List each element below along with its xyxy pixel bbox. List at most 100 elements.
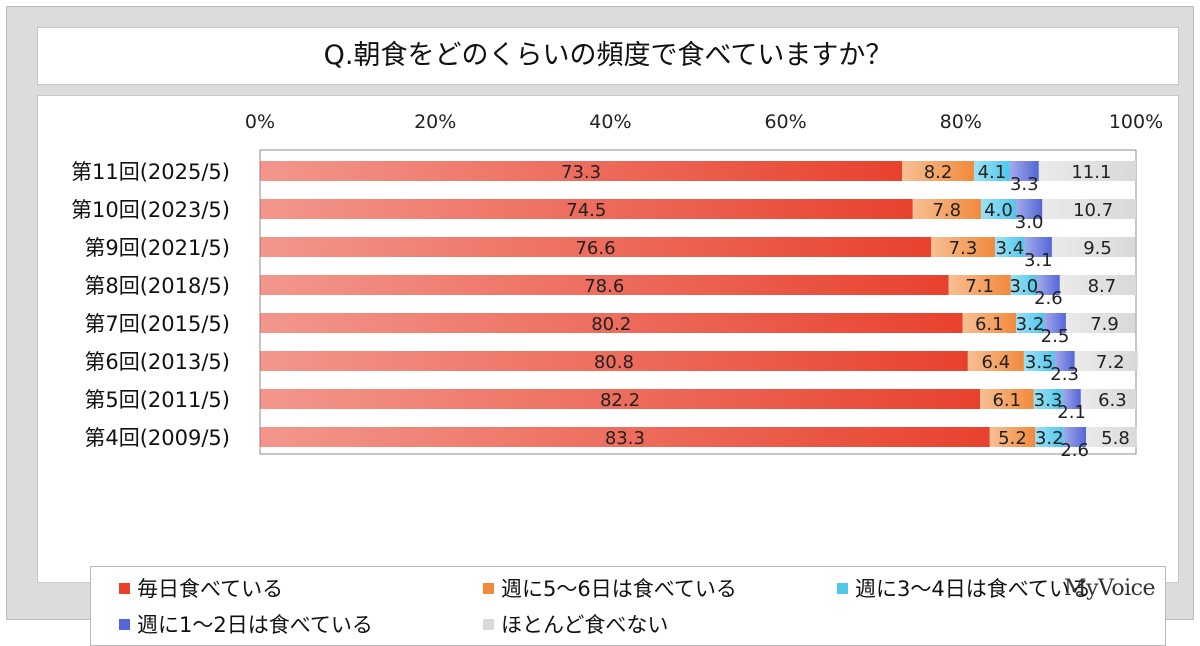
data-label: 7.1: [965, 276, 994, 297]
legend-item: 週に1～2日は食べている: [119, 611, 373, 639]
data-label: 8.7: [1088, 276, 1117, 297]
bar-segment: [260, 427, 990, 447]
data-label: 2.3: [1050, 364, 1079, 385]
data-label: 3.2: [1035, 428, 1064, 449]
chart-frame: Q.朝食をどのくらいの頻度で食べていますか？ 0% 20% 40% 60% 80% 100…: [6, 6, 1194, 646]
bar-segment: [989, 427, 1036, 447]
category-label: 第4回(2009/5): [84, 426, 230, 450]
bar-segment: [948, 275, 1011, 295]
data-label: 3.0: [1015, 212, 1044, 233]
bar-segment: [1015, 199, 1043, 219]
bar-segment: [260, 313, 963, 333]
category-label: 第8回(2018/5): [84, 274, 230, 298]
bar-segment: [1063, 427, 1087, 447]
legend-item: 週に3～4日は食べている: [837, 575, 1091, 603]
bar-segment: [1086, 427, 1137, 447]
data-label: 3.2: [1016, 314, 1045, 335]
bar-segment: [1035, 427, 1064, 447]
brand-logo: MyVoice: [1064, 576, 1155, 601]
plot-border: [259, 149, 1137, 455]
data-label: 82.2: [600, 390, 640, 411]
data-label: 7.3: [949, 238, 978, 259]
bar-segment: [1024, 237, 1052, 257]
data-label: 7.2: [1096, 352, 1125, 373]
data-label: 5.8: [1101, 428, 1130, 449]
data-label: 2.1: [1057, 402, 1086, 423]
data-label: 74.5: [566, 200, 606, 221]
category-label: 第7回(2015/5): [84, 312, 230, 336]
x-tick-label: 80%: [940, 111, 982, 133]
category-label: 第5回(2011/5): [84, 388, 230, 412]
bar-segment: [1080, 389, 1136, 409]
data-label: 7.9: [1090, 314, 1119, 335]
legend-label: 毎日食べている: [137, 577, 284, 601]
bar-segment: [1054, 351, 1075, 371]
bar-segment: [1015, 313, 1045, 333]
data-label: 3.1: [1024, 250, 1053, 271]
data-label: 76.6: [575, 238, 615, 259]
data-label: 4.1: [978, 162, 1007, 183]
bar-segment: [912, 199, 981, 219]
bar-segment: [973, 161, 1010, 181]
bar-segment: [260, 199, 913, 219]
bar-segment: [980, 199, 1016, 219]
data-label: 2.6: [1060, 440, 1089, 461]
category-label: 第11回(2025/5): [71, 160, 230, 184]
data-label: 2.5: [1041, 326, 1070, 347]
bar-segment: [1023, 351, 1055, 371]
legend-label: 週に1～2日は食べている: [137, 613, 373, 637]
data-label: 5.2: [998, 428, 1027, 449]
bar-segment: [902, 161, 974, 181]
data-label: 6.4: [982, 352, 1011, 373]
data-label: 3.3: [1010, 174, 1039, 195]
bar-segment: [260, 351, 968, 371]
legend-swatch: [119, 582, 130, 594]
legend-swatch: [119, 618, 130, 630]
data-label: 9.5: [1083, 238, 1112, 259]
legend-swatch: [837, 582, 848, 594]
legend-swatch: [483, 618, 494, 630]
data-label: 80.2: [591, 314, 631, 335]
data-label: 3.3: [1034, 390, 1063, 411]
data-label: 73.3: [561, 162, 601, 183]
legend-item: 週に5～6日は食べている: [483, 575, 737, 603]
legend-label: ほとんど食べない: [501, 613, 669, 637]
bar-segment: [260, 237, 932, 257]
data-label: 11.1: [1071, 162, 1111, 183]
data-label: 83.3: [605, 428, 645, 449]
x-tick-label: 20%: [414, 111, 456, 133]
bar-segment: [1038, 161, 1136, 181]
title-box: Q.朝食をどのくらいの頻度で食べていますか？: [37, 27, 1179, 85]
data-label: 3.4: [996, 238, 1025, 259]
x-tick-label: 40%: [589, 111, 631, 133]
data-label: 2.6: [1034, 288, 1063, 309]
data-label: 80.8: [594, 352, 634, 373]
data-label: 7.8: [932, 200, 961, 221]
bar-segment: [980, 389, 1034, 409]
bar-segment: [260, 389, 981, 409]
bar-segment: [1010, 275, 1038, 295]
data-label: 3.5: [1025, 352, 1054, 373]
bar-segment: [1037, 275, 1060, 295]
category-label: 第6回(2013/5): [84, 350, 230, 374]
data-label: 78.6: [584, 276, 624, 297]
bar-segment: [1065, 313, 1136, 333]
x-tick-label: 0%: [245, 111, 275, 133]
chart-title: Q.朝食をどのくらいの頻度で食べていますか？: [323, 40, 893, 71]
bar-segment: [1033, 389, 1063, 409]
data-label: 6.3: [1098, 390, 1127, 411]
legend-item: 毎日食べている: [119, 575, 283, 603]
data-label: 10.7: [1073, 200, 1113, 221]
legend: 毎日食べている 週に5～6日は食べている 週に3～4日は食べている週に1～2日は食べ…: [90, 566, 1166, 646]
stacked-bar-chart: 0% 20% 40% 60% 80% 100% 第11回(2025/5) 第10回(2023/…: [71, 111, 1163, 461]
legend-swatch: [483, 582, 494, 594]
bar-segment: [1042, 199, 1136, 219]
bar-segment: [1059, 275, 1136, 295]
legend-item: ほとんど食べない: [483, 611, 668, 639]
bar-segment: [1074, 351, 1138, 371]
bar-segment: [1051, 237, 1136, 257]
bar-segment: [1009, 161, 1039, 181]
legend-label: 週に3～4日は食べている: [855, 577, 1091, 601]
bar-segment: [931, 237, 995, 257]
data-label: 4.0: [984, 200, 1013, 221]
